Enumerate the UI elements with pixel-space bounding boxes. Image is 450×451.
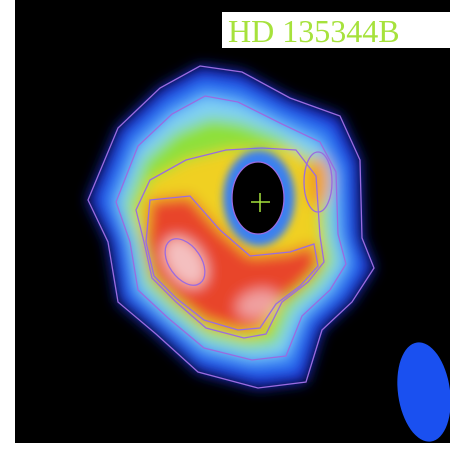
page: {"label": "HD 135344B"} HD 13534: [0, 0, 450, 451]
central-cavity: [232, 162, 284, 234]
image-panel: HD 135344B: [0, 0, 450, 451]
object-label: HD 135344B: [228, 13, 400, 49]
